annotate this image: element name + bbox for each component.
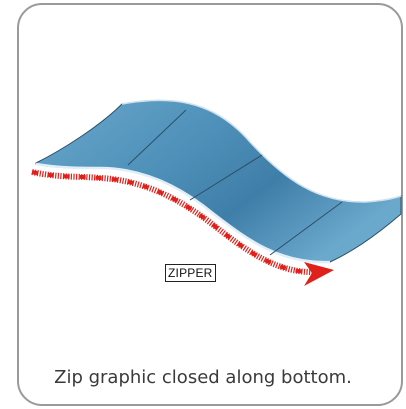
zipper-arrow-icon [304,262,334,286]
figure-caption: Zip graphic closed along bottom. [54,367,352,388]
zipper-label: ZIPPER [165,264,216,282]
zipper-track [31,170,319,275]
panel-seam-1 [127,109,187,166]
panel-seam-3 [269,201,343,256]
panel-bottom-edge [35,162,331,264]
panel-seam-2 [189,154,263,201]
panel-top-edge [121,99,402,203]
